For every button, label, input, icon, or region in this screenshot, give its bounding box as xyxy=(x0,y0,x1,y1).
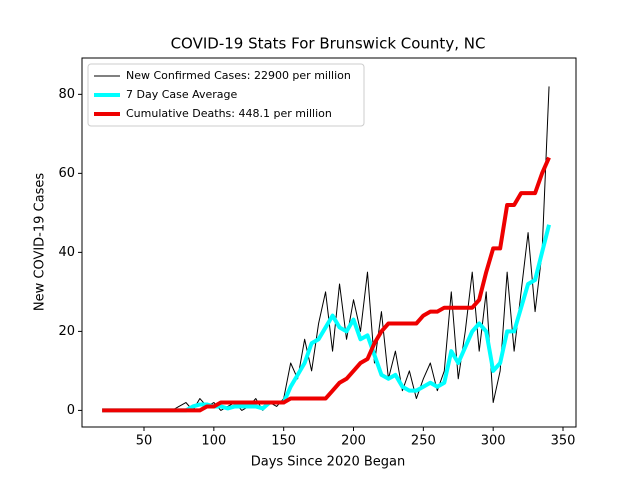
y-tick-label: 40 xyxy=(58,245,75,260)
x-tick-label: 150 xyxy=(271,434,296,449)
x-tick-label: 50 xyxy=(136,434,153,449)
y-tick-label: 60 xyxy=(58,166,75,181)
plot-frame xyxy=(81,57,577,428)
y-tick-label: 80 xyxy=(58,87,75,102)
y-axis-label: New COVID-19 Cases xyxy=(33,173,48,311)
legend-label: New Confirmed Cases: 22900 per million xyxy=(126,69,351,82)
x-tick-label: 200 xyxy=(341,434,366,449)
series-line xyxy=(102,86,550,411)
x-axis-label: Days Since 2020 Began xyxy=(251,455,406,470)
x-tick-label: 350 xyxy=(551,434,576,449)
x-tick-label: 300 xyxy=(481,434,506,449)
legend-label: Cumulative Deaths: 448.1 per million xyxy=(126,107,332,120)
x-tick-label: 100 xyxy=(201,434,226,449)
y-tick-label: 0 xyxy=(67,403,75,418)
legend-box xyxy=(87,63,365,127)
x-tick-label: 250 xyxy=(411,434,436,449)
y-tick-label: 20 xyxy=(58,324,75,339)
legend-label: 7 Day Case Average xyxy=(126,88,238,101)
chart-title: COVID-19 Stats For Brunswick County, NC xyxy=(171,35,486,53)
series-line xyxy=(102,156,551,413)
